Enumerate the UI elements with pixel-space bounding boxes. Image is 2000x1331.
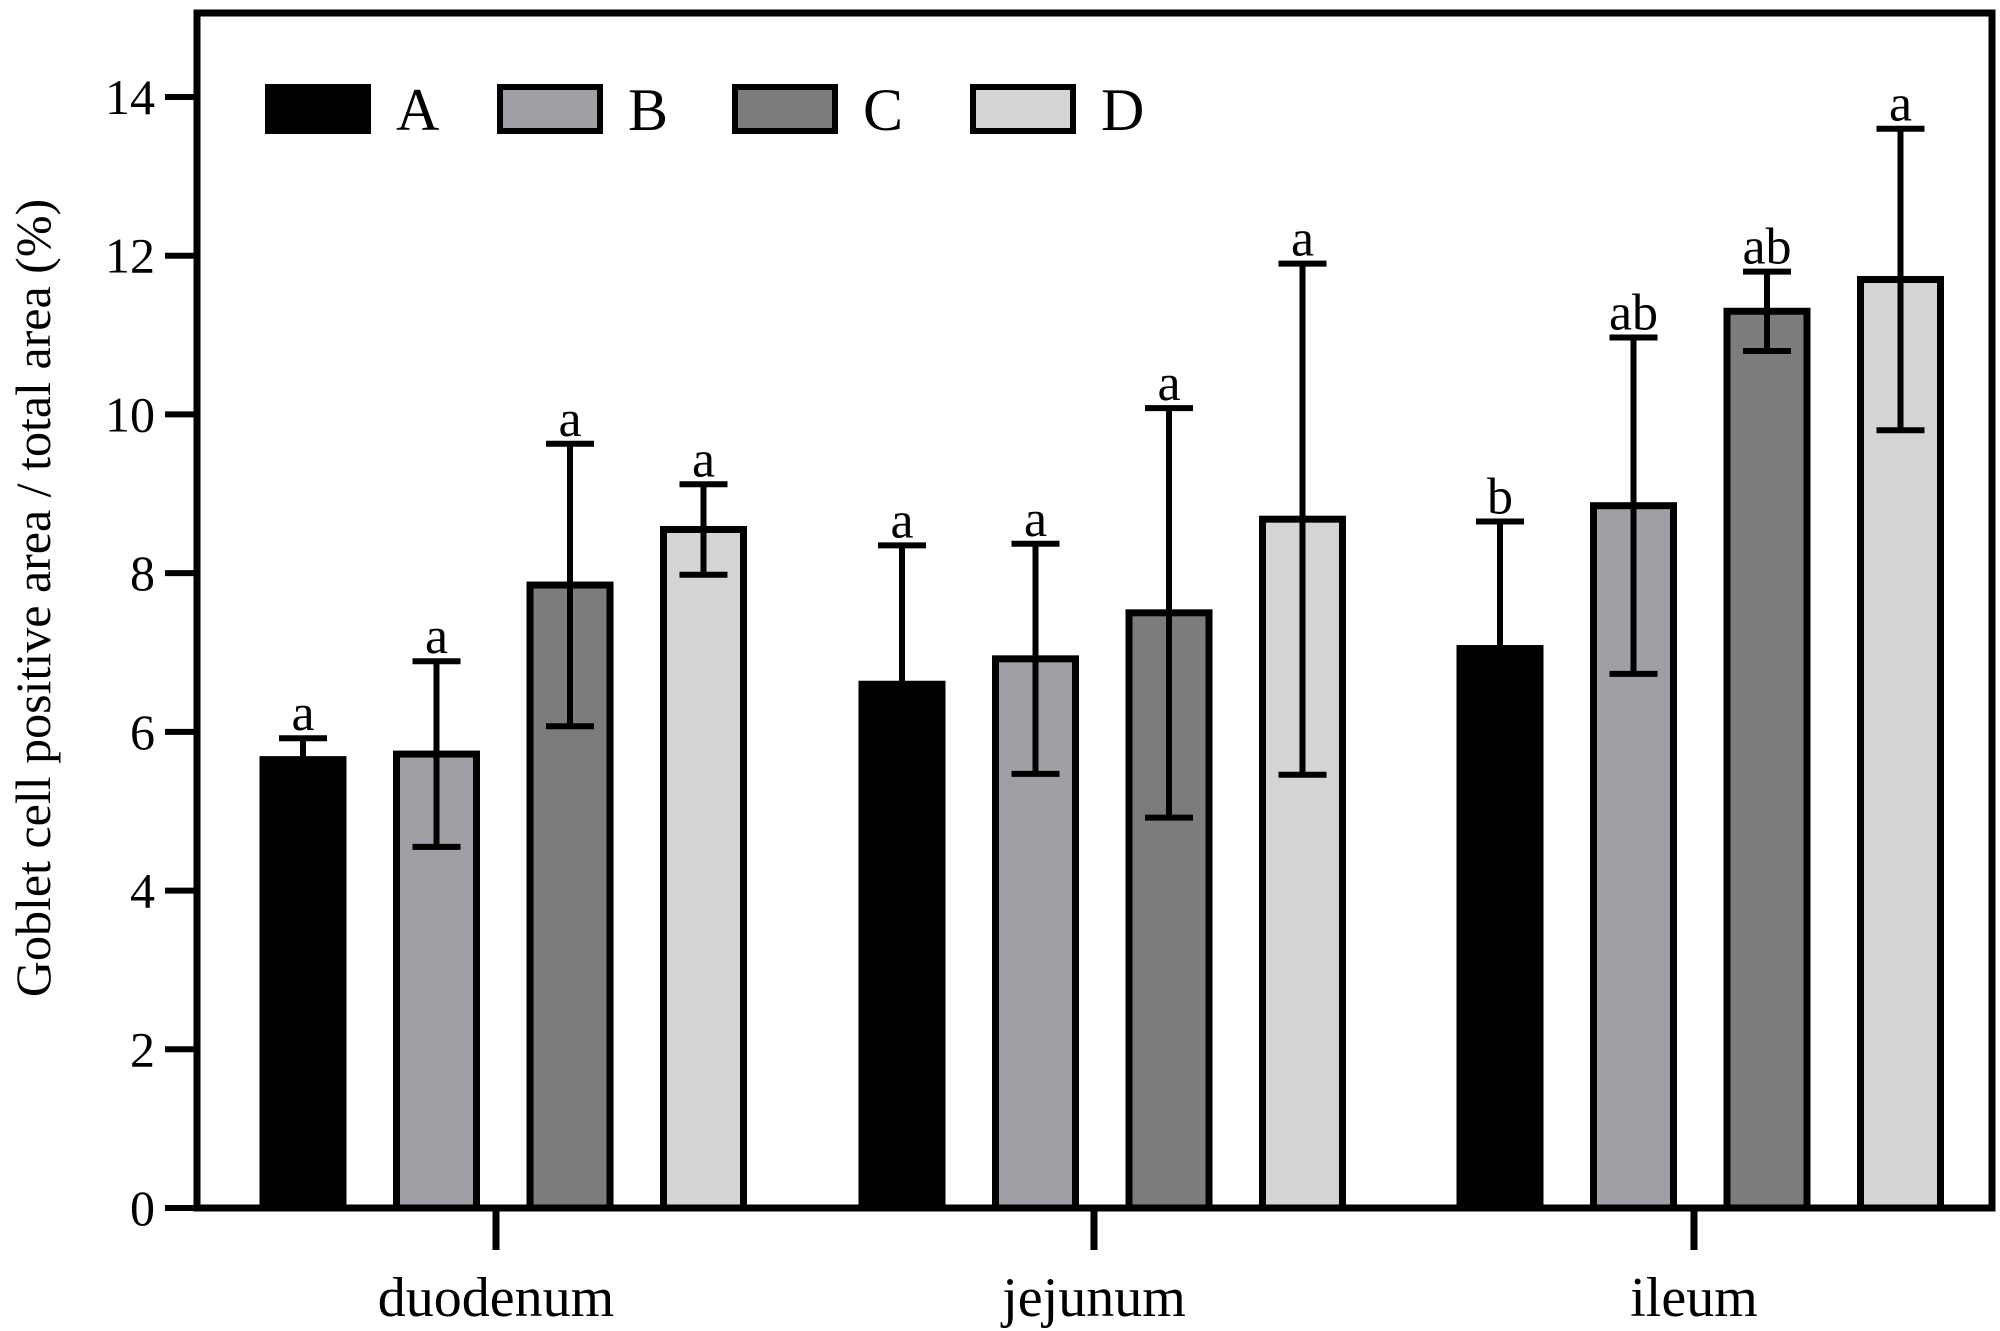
bar-C-ileum xyxy=(1723,307,1811,1212)
x-axis: duodenum jejunum ileum xyxy=(378,1208,1758,1329)
legend-label: D xyxy=(1101,77,1144,143)
y-tick-label: 6 xyxy=(130,704,155,760)
significance-label: a xyxy=(890,492,913,549)
legend: A B C D xyxy=(265,77,1144,143)
significance-label: a xyxy=(425,608,448,665)
bar-group-C-duodenum: a xyxy=(526,391,614,1212)
bar-B-jejunum xyxy=(992,655,1079,1212)
bar-group-C-jejunum: a xyxy=(1125,355,1213,1212)
y-tick-label: 10 xyxy=(105,386,155,442)
y-tick-label: 2 xyxy=(130,1021,155,1077)
bar-A-ileum xyxy=(1456,645,1544,1212)
legend-swatch xyxy=(732,84,838,134)
bar-group-A-jejunum: a xyxy=(858,492,946,1212)
significance-label: a xyxy=(1291,211,1314,268)
legend-swatch xyxy=(970,84,1076,134)
legend-item-D: D xyxy=(970,77,1144,143)
significance-label: a xyxy=(1889,76,1912,133)
y-tick-label: 14 xyxy=(105,69,155,125)
bar-group-B-ileum: ab xyxy=(1590,284,1677,1212)
legend-label: A xyxy=(396,77,439,143)
x-tick-label-ileum: ileum xyxy=(1630,1267,1758,1329)
bar-A-duodenum xyxy=(259,756,347,1212)
y-axis-label: Goblet cell positive area / total area (… xyxy=(5,199,61,997)
bar-group-A-duodenum: a xyxy=(259,685,347,1212)
y-tick-label: 4 xyxy=(130,863,155,919)
bar-C-duodenum xyxy=(526,581,614,1212)
significance-label: b xyxy=(1487,469,1513,526)
bar-D-duodenum xyxy=(660,525,747,1212)
significance-label: a xyxy=(692,431,715,488)
significance-label: a xyxy=(1024,491,1047,548)
bar-group-B-jejunum: a xyxy=(992,491,1079,1212)
significance-label: a xyxy=(558,391,581,448)
legend-swatch xyxy=(265,84,371,134)
x-tick-label-jejunum: jejunum xyxy=(1000,1267,1186,1329)
significance-label: a xyxy=(291,685,314,742)
y-axis: 0 2 4 6 8 10 12 14 xyxy=(105,69,197,1236)
y-tick-label: 8 xyxy=(130,545,155,601)
x-tick-label-duodenum: duodenum xyxy=(378,1267,614,1329)
bar-D-ileum xyxy=(1857,276,1944,1212)
bar-group-D-jejunum: a xyxy=(1259,211,1346,1212)
legend-swatch xyxy=(497,84,603,134)
legend-item-B: B xyxy=(497,77,668,143)
bar-group-D-ileum: a xyxy=(1857,76,1944,1212)
significance-label: ab xyxy=(1609,284,1658,341)
bar-group-A-ileum: b xyxy=(1456,469,1544,1212)
bar-group-B-duodenum: a xyxy=(393,608,480,1212)
legend-item-C: C xyxy=(732,77,903,143)
legend-label: C xyxy=(863,77,903,143)
bar-group-D-duodenum: a xyxy=(660,431,747,1212)
significance-label: a xyxy=(1157,355,1180,412)
legend-item-A: A xyxy=(265,77,439,143)
y-tick-label: 0 xyxy=(130,1180,155,1236)
significance-label: ab xyxy=(1742,219,1791,276)
bar-group-C-ileum: ab xyxy=(1723,219,1811,1212)
legend-label: B xyxy=(628,77,668,143)
y-tick-label: 12 xyxy=(105,228,155,284)
